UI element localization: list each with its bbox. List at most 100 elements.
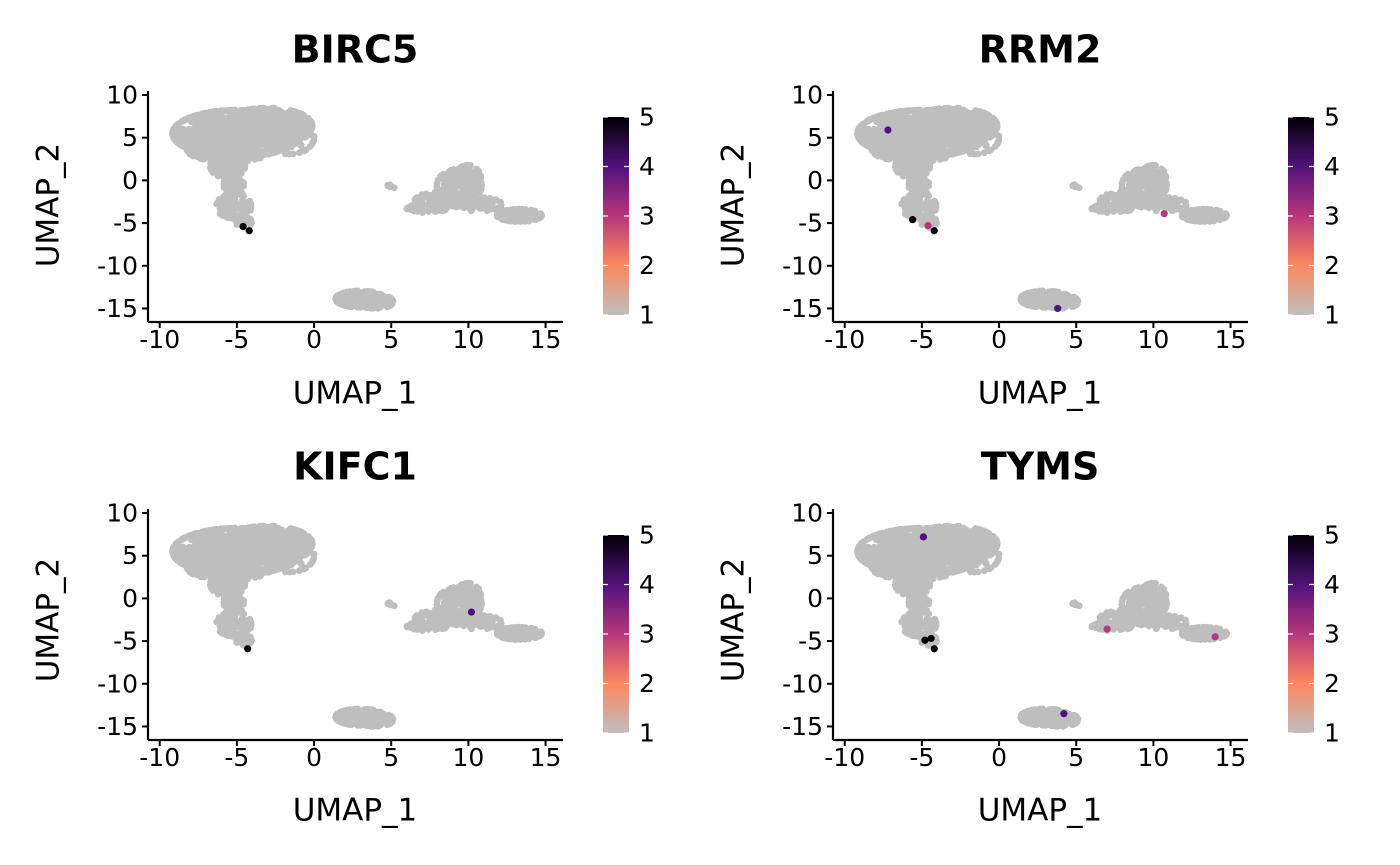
cell-point <box>874 152 882 160</box>
cell-point <box>296 136 304 144</box>
cell-point <box>260 104 267 112</box>
cell-point <box>308 119 315 126</box>
cell-point <box>253 130 261 137</box>
cell-point <box>270 107 277 114</box>
cell-point <box>465 173 473 180</box>
cell-point <box>927 199 935 207</box>
cell-point <box>191 117 199 125</box>
cell-point <box>386 182 394 189</box>
cell-point <box>945 115 953 123</box>
cell-point <box>282 150 289 158</box>
cell-point <box>434 205 442 213</box>
cell-point <box>932 113 940 120</box>
cell-point <box>245 145 253 153</box>
cell-point <box>911 191 919 199</box>
y-tick-label: 0 <box>122 166 138 195</box>
cell-point <box>293 118 300 126</box>
cell-point <box>175 124 183 131</box>
cell-point <box>297 141 305 149</box>
cell-point <box>887 109 895 117</box>
cell-point <box>416 206 424 214</box>
cell-point <box>240 192 248 200</box>
cell-point <box>492 196 500 204</box>
cell-point <box>905 193 913 200</box>
cell-point <box>214 172 222 180</box>
cell-point <box>929 152 937 160</box>
cell-point <box>229 113 237 120</box>
cell-point <box>251 155 259 163</box>
cell-point <box>477 174 484 182</box>
cell-point <box>247 113 255 120</box>
panel-title: BIRC5 <box>292 28 419 72</box>
cell-point <box>247 216 255 223</box>
cell-point <box>189 152 197 160</box>
cell-point <box>276 141 284 149</box>
cell-point <box>240 182 248 190</box>
cell-point <box>904 125 912 132</box>
cell-point <box>465 179 473 187</box>
cell-point <box>899 172 907 180</box>
cell-point <box>284 126 291 134</box>
cell-point <box>438 190 446 198</box>
cell-point <box>877 124 885 132</box>
cell-point <box>284 111 292 119</box>
cell-point <box>235 113 243 120</box>
cell-point <box>899 139 906 147</box>
colorbar-tick-label: 5 <box>639 103 655 132</box>
cell-point <box>865 142 873 150</box>
colorbar-tick-label: 1 <box>639 301 655 330</box>
cell-point <box>916 159 924 166</box>
cell-point <box>212 108 219 115</box>
x-tick-label: -10 <box>139 325 180 354</box>
cell-point <box>912 183 920 190</box>
cell-point <box>386 295 393 303</box>
cell-point <box>213 200 221 208</box>
panel-title: RRM2 <box>979 28 1102 72</box>
cell-point <box>246 119 253 127</box>
cell-point <box>169 128 177 136</box>
cell-point <box>306 143 314 150</box>
cell-point <box>962 120 969 128</box>
cell-point <box>203 148 211 156</box>
cell-point <box>424 194 432 202</box>
cell-point <box>242 199 250 207</box>
cell-point <box>231 216 239 223</box>
y-axis-label: UMAP_2 <box>31 143 67 268</box>
cell-point <box>897 108 904 115</box>
cell-point <box>887 136 895 144</box>
cell-point <box>932 216 940 223</box>
cell-point <box>952 145 960 153</box>
background-cells <box>854 104 1230 312</box>
cell-point <box>180 142 188 150</box>
cell-point <box>922 121 930 128</box>
expression-point <box>245 227 253 235</box>
cell-point <box>456 173 464 181</box>
cell-point <box>182 128 189 136</box>
cell-point <box>207 118 215 125</box>
cell-point <box>925 182 932 190</box>
cell-point <box>277 120 284 128</box>
cell-point <box>480 204 488 211</box>
cell-point <box>273 125 281 133</box>
cell-point <box>464 199 472 207</box>
x-axis-label: UMAP_1 <box>293 376 418 412</box>
colorbar-tick-label: 4 <box>639 152 655 181</box>
cell-point <box>289 133 297 141</box>
x-tick-label: 0 <box>306 325 322 354</box>
cell-point <box>876 117 884 125</box>
cell-point <box>938 122 946 130</box>
cell-point <box>433 180 441 187</box>
cell-point <box>226 191 234 199</box>
cell-point <box>977 123 985 131</box>
cell-point <box>992 126 1000 133</box>
cell-point <box>503 215 511 223</box>
cell-point <box>226 118 234 126</box>
cell-point <box>929 106 937 114</box>
cell-point <box>916 136 924 144</box>
cell-point <box>214 139 221 147</box>
cell-point <box>522 217 529 224</box>
cell-point <box>985 112 993 119</box>
cell-point <box>307 126 315 133</box>
y-tick-label: -5 <box>113 209 138 238</box>
